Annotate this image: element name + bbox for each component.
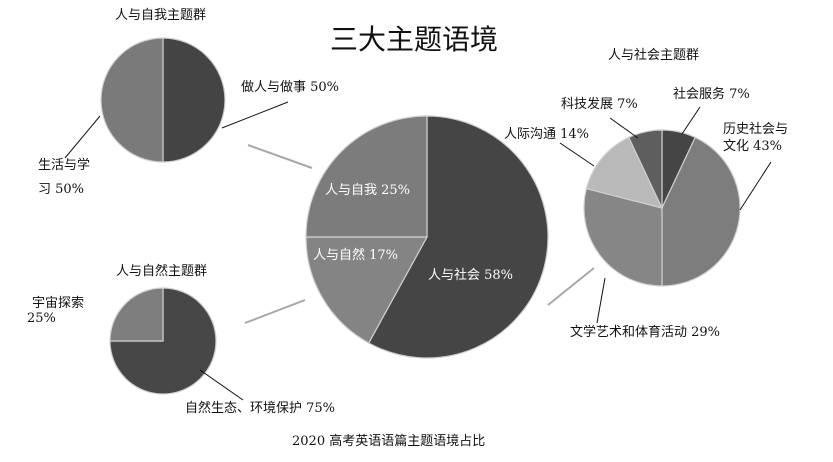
self-title: 人与自我主题群 [115,8,207,23]
pie-slice [109,287,164,342]
pie-slice [305,236,429,344]
main-title: 三大主题语境 [330,23,499,56]
label-nature: 人与自然 17% [313,248,399,263]
label-ziran: 自然生态、环境保护 75% [185,401,336,416]
pie-slice [100,37,164,163]
label-shenghuo-1: 生活与学 [38,158,91,173]
pie-slice [162,37,226,163]
nature-title: 人与自然主题群 [116,264,208,279]
label-shenghuo-2: 习 50% [38,182,85,197]
caption: 2020 高考英语语篇主题语境占比 [292,434,486,449]
label-keji: 科技发展 7% [561,97,638,112]
label-society: 人与社会 58% [428,268,514,283]
label-shehui-fuwu: 社会服务 7% [673,87,750,102]
connector-line [247,144,313,169]
pie-slice [367,115,549,359]
leader-line [596,277,606,324]
leader-line [739,161,772,211]
pie-slice [661,136,741,287]
connector-line [244,299,306,324]
label-yuzhou-1: 宇宙探索 [32,296,85,311]
pie-slice [627,129,663,209]
leader-line [609,117,639,139]
label-zuoren: 做人与做事 50% [241,80,340,95]
leader-line [681,106,701,135]
label-renji: 人际沟通 14% [504,127,590,142]
leader-line [199,369,244,401]
label-lishi-1: 历史社会与 [723,122,789,137]
label-yuzhou-2: 25% [27,311,56,326]
pie-slice [583,187,663,287]
leader-line [64,115,101,159]
connector-line [547,267,595,306]
label-self: 人与自我 25% [325,183,411,198]
label-lishi-2: 文化 43% [723,139,783,154]
pie-slice [585,136,664,209]
society-title: 人与社会主题群 [608,48,700,63]
leader-line [559,142,595,167]
pie-slice [305,115,428,238]
leader-line [221,101,289,129]
label-wenxue: 文学艺术和体育活动 29% [570,325,721,340]
